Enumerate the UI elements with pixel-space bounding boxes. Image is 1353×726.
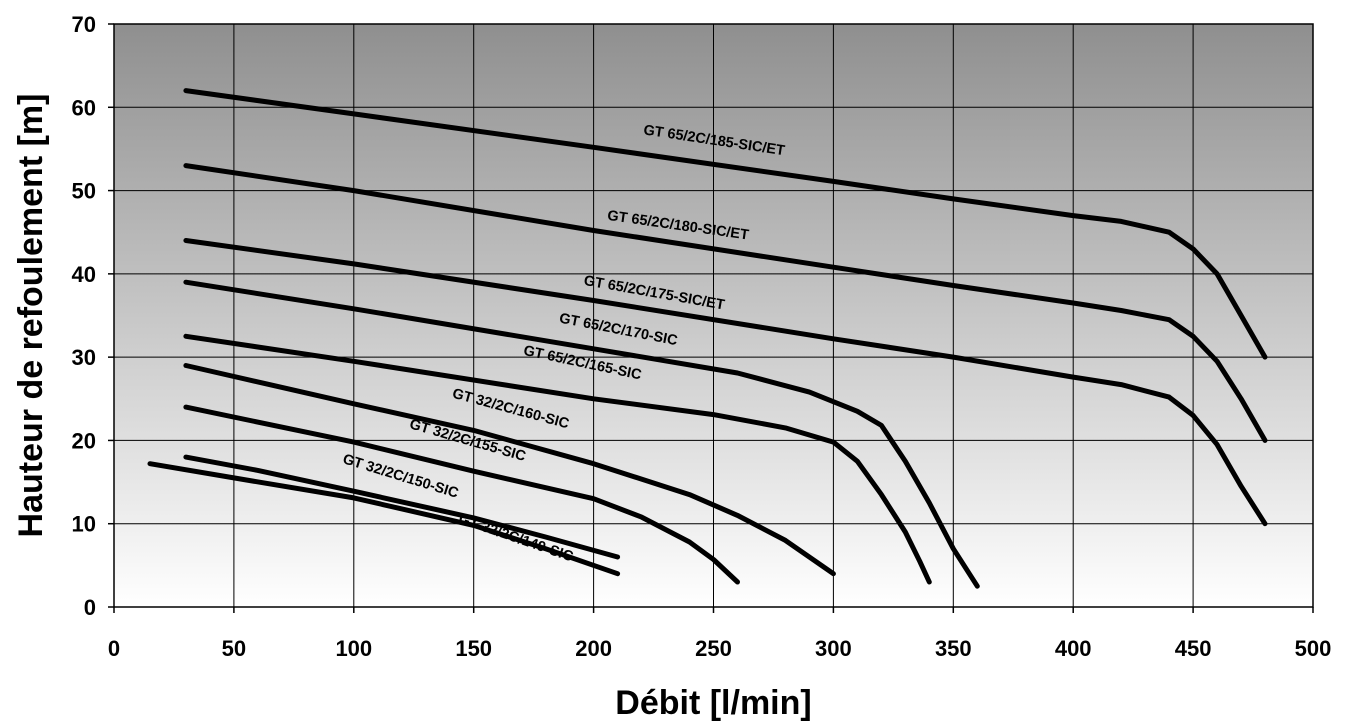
y-tick-label: 60 — [72, 95, 96, 120]
curve-gt-65-2c-180-sic-et — [183, 163, 1268, 443]
x-tick-label: 400 — [1055, 636, 1092, 661]
y-tick-label: 10 — [72, 512, 96, 537]
y-tick-label: 40 — [72, 262, 96, 287]
curve-gt-65-2c-165-sic — [183, 333, 932, 585]
curve-gt-32-2c-150-sic — [183, 454, 621, 560]
curve-gt-32-2c-155-sic — [183, 404, 740, 585]
pump-curves — [147, 88, 1268, 589]
y-tick-labels: 0 10 20 30 40 50 60 70 — [72, 12, 96, 620]
y-tick-label: 70 — [72, 12, 96, 37]
curve-gt-65-2c-175-sic-et — [183, 238, 1268, 527]
x-tick-label: 300 — [815, 636, 852, 661]
y-axis-label: Hauteur de refoulement [m] — [12, 94, 50, 538]
curve-gt-65-2c-185-sic-et — [183, 88, 1268, 360]
curve-gt-32-2c-149-sic — [147, 461, 621, 577]
x-tick-label: 250 — [695, 636, 732, 661]
x-tick-label: 150 — [455, 636, 492, 661]
x-tick-label: 200 — [575, 636, 612, 661]
y-tick-label: 30 — [72, 345, 96, 370]
y-tick-label: 50 — [72, 179, 96, 204]
x-tick-label: 50 — [222, 636, 246, 661]
y-tick-label: 0 — [84, 595, 96, 620]
x-tick-labels: 0 50 100 150 200 250 300 350 400 450 500 — [108, 636, 1331, 661]
x-tick-label: 450 — [1175, 636, 1212, 661]
y-tick-label: 20 — [72, 428, 96, 453]
x-tick-label: 350 — [935, 636, 972, 661]
x-tick-label: 500 — [1295, 636, 1332, 661]
curve-gt-65-2c-170-sic — [183, 279, 980, 589]
curve-gt-32-2c-160-sic — [183, 363, 836, 577]
x-axis-label: Débit [l/min] — [615, 684, 811, 722]
grid-lines — [108, 23, 1314, 613]
x-tick-label: 0 — [108, 636, 120, 661]
x-tick-label: 100 — [335, 636, 372, 661]
